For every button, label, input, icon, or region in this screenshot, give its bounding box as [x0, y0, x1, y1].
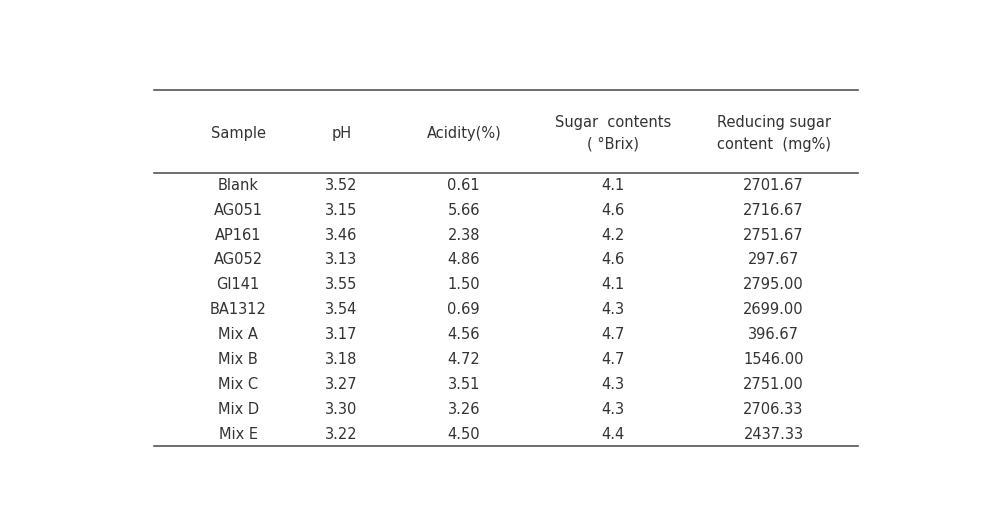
Text: Mix C: Mix C: [218, 377, 258, 392]
Text: 2699.00: 2699.00: [742, 302, 803, 317]
Text: Mix D: Mix D: [217, 402, 258, 417]
Text: 3.18: 3.18: [324, 352, 357, 367]
Text: 4.3: 4.3: [600, 377, 624, 392]
Text: 4.1: 4.1: [600, 178, 624, 193]
Text: 4.3: 4.3: [600, 302, 624, 317]
Text: Blank: Blank: [217, 178, 258, 193]
Text: 4.7: 4.7: [600, 352, 624, 367]
Text: 1546.00: 1546.00: [742, 352, 803, 367]
Text: Mix E: Mix E: [218, 426, 257, 441]
Text: 0.69: 0.69: [447, 302, 479, 317]
Text: Sample: Sample: [210, 126, 265, 141]
Text: 4.3: 4.3: [600, 402, 624, 417]
Text: 3.15: 3.15: [324, 202, 357, 218]
Text: 2716.67: 2716.67: [742, 202, 803, 218]
Text: 1.50: 1.50: [447, 277, 479, 293]
Text: 3.51: 3.51: [447, 377, 479, 392]
Text: 2701.67: 2701.67: [742, 178, 804, 193]
Text: 4.2: 4.2: [600, 228, 624, 243]
Text: Mix B: Mix B: [218, 352, 257, 367]
Text: 4.4: 4.4: [600, 426, 624, 441]
Text: Gl141: Gl141: [216, 277, 259, 293]
Text: 3.55: 3.55: [324, 277, 357, 293]
Text: Acidity(%): Acidity(%): [426, 126, 501, 141]
Text: BA1312: BA1312: [209, 302, 266, 317]
Text: 3.13: 3.13: [325, 252, 357, 267]
Text: 3.26: 3.26: [447, 402, 479, 417]
Text: 5.66: 5.66: [447, 202, 479, 218]
Text: pH: pH: [331, 126, 351, 141]
Text: Sugar  contents
( °Brix): Sugar contents ( °Brix): [554, 114, 670, 152]
Text: 3.17: 3.17: [324, 327, 357, 342]
Text: 4.6: 4.6: [600, 202, 624, 218]
Text: 396.67: 396.67: [747, 327, 799, 342]
Text: 4.86: 4.86: [447, 252, 479, 267]
Text: 4.72: 4.72: [447, 352, 479, 367]
Text: 4.7: 4.7: [600, 327, 624, 342]
Text: 4.50: 4.50: [447, 426, 479, 441]
Text: 3.54: 3.54: [324, 302, 357, 317]
Text: 2.38: 2.38: [447, 228, 479, 243]
Text: AG051: AG051: [213, 202, 262, 218]
Text: 2795.00: 2795.00: [742, 277, 804, 293]
Text: 0.61: 0.61: [447, 178, 479, 193]
Text: 4.56: 4.56: [447, 327, 479, 342]
Text: AP161: AP161: [215, 228, 261, 243]
Text: 2437.33: 2437.33: [742, 426, 803, 441]
Text: 297.67: 297.67: [747, 252, 799, 267]
Text: 3.46: 3.46: [324, 228, 357, 243]
Text: 3.27: 3.27: [324, 377, 357, 392]
Text: AG052: AG052: [213, 252, 262, 267]
Text: 3.52: 3.52: [324, 178, 357, 193]
Text: 2706.33: 2706.33: [742, 402, 803, 417]
Text: Mix A: Mix A: [218, 327, 257, 342]
Text: 4.6: 4.6: [600, 252, 624, 267]
Text: 3.22: 3.22: [324, 426, 357, 441]
Text: 2751.00: 2751.00: [742, 377, 804, 392]
Text: 2751.67: 2751.67: [742, 228, 803, 243]
Text: 4.1: 4.1: [600, 277, 624, 293]
Text: 3.30: 3.30: [324, 402, 357, 417]
Text: Reducing sugar
content  (mg%): Reducing sugar content (mg%): [716, 114, 830, 152]
